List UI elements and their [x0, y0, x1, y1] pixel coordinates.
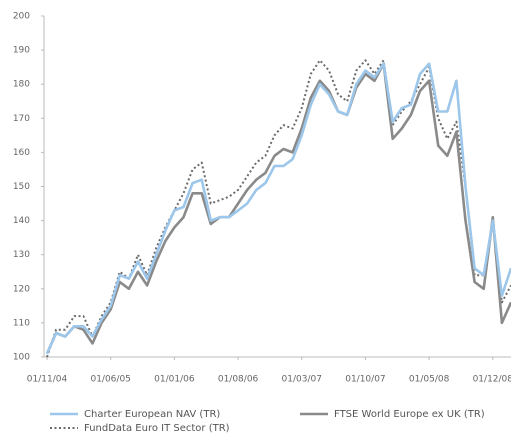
plot-area: [45, 59, 511, 358]
y-tick-label: 180: [13, 80, 30, 90]
y-tick-label: 160: [13, 148, 30, 158]
y-tick-label: 130: [13, 250, 30, 260]
series-line: [45, 62, 511, 355]
x-tick-label: 01/08/06: [218, 375, 259, 385]
y-tick-label: 170: [13, 114, 30, 124]
y-tick-label: 190: [13, 46, 30, 56]
x-tick-label: 01/11/04: [27, 375, 68, 385]
legend-label: FundData Euro IT Sector (TR): [84, 423, 230, 434]
series-line: [45, 62, 511, 355]
axes: 100 110 120 130 140 150 160 170 180 190 200 01/11/0…: [13, 12, 511, 385]
y-tick-label: 120: [13, 284, 30, 294]
x-tick-label: 01/06/05: [90, 375, 130, 385]
x-tick-label: 01/01/06: [154, 375, 195, 385]
y-tick-label: 110: [13, 318, 30, 328]
y-tick-label: 150: [13, 182, 30, 192]
legend-label: Charter European NAV (TR): [84, 409, 220, 420]
y-tick-label: 100: [13, 353, 30, 363]
legend: Charter European NAV (TR) FTSE World Euro…: [50, 409, 485, 434]
y-tick-label: 200: [13, 12, 30, 22]
legend-label: FTSE World Europe ex UK (TR): [334, 409, 485, 420]
x-tick-label: 01/03/07: [282, 375, 322, 385]
y-tick-label: 140: [13, 216, 30, 226]
x-tick-label: 01/05/08: [409, 375, 450, 385]
x-tick-label: 01/12/08: [473, 375, 511, 385]
x-tick-label: 01/10/07: [345, 375, 385, 385]
series-line: [46, 59, 511, 358]
